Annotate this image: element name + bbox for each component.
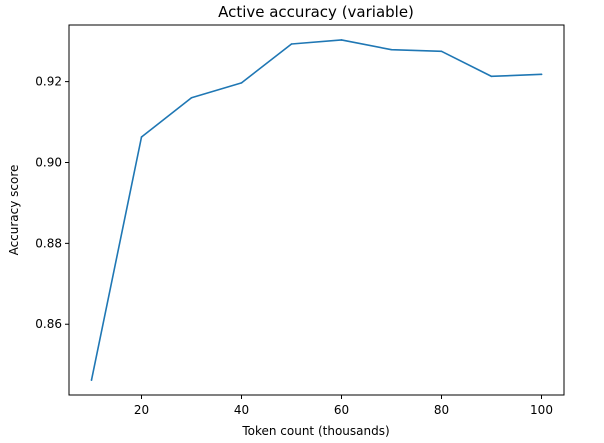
x-tick-label: 20 <box>134 403 149 417</box>
data-point <box>290 43 293 45</box>
series-line <box>90 39 543 381</box>
x-tick-label: 100 <box>530 403 553 417</box>
x-tick-label: 60 <box>334 403 349 417</box>
y-axis-ticks: 0.86 0.88 0.90 0.92 <box>35 75 69 331</box>
y-tick-label: 0.88 <box>35 236 62 250</box>
data-point <box>540 73 543 76</box>
plot-frame <box>68 24 565 396</box>
data-point <box>190 96 193 99</box>
data-point <box>90 379 93 381</box>
y-axis-label: Accuracy score <box>7 165 21 256</box>
data-point <box>440 50 443 53</box>
data-point <box>340 39 343 41</box>
series-layer <box>90 39 543 381</box>
x-tick-label: 40 <box>234 403 249 417</box>
x-axis-ticks: 20 40 60 80 100 <box>134 395 553 417</box>
x-axis-label: Token count (thousands) <box>241 424 389 438</box>
chart-title: Active accuracy (variable) <box>218 3 414 21</box>
data-point <box>240 82 243 84</box>
plot-background <box>69 25 564 395</box>
data-point <box>490 75 493 78</box>
x-tick-label: 80 <box>434 403 449 417</box>
y-tick-label: 0.92 <box>35 75 62 89</box>
data-point <box>390 48 393 51</box>
y-tick-label: 0.90 <box>35 155 62 169</box>
y-tick-label: 0.86 <box>35 317 62 331</box>
data-point <box>140 136 143 138</box>
